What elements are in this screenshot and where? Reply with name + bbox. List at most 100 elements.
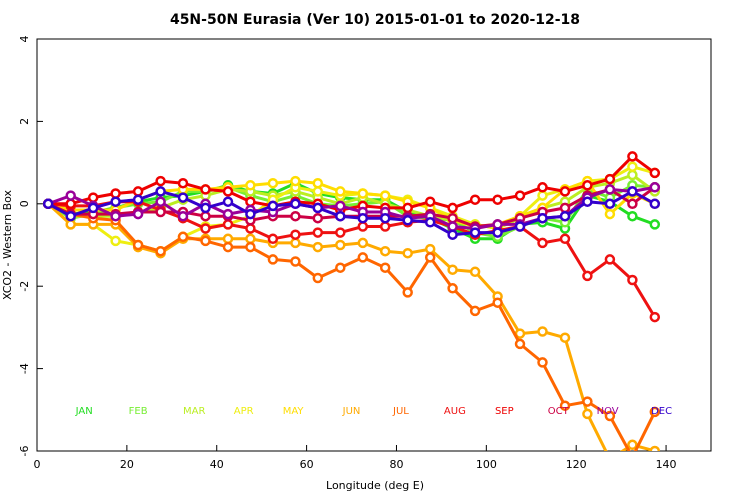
- data-point: [290, 237, 301, 249]
- data-point: [177, 177, 189, 189]
- data-point: [222, 241, 234, 253]
- data-point: [379, 245, 391, 257]
- data-point: [628, 453, 636, 461]
- data-point: [649, 311, 661, 323]
- data-point: [155, 206, 166, 218]
- data-point: [132, 239, 144, 251]
- x-axis-ticks: 0 20 40 60 80 100 120 140: [34, 445, 677, 471]
- data-point: [245, 233, 256, 245]
- data-point: [379, 190, 391, 201]
- data-point: [335, 227, 346, 238]
- legend-item-mar: MAR: [183, 406, 205, 417]
- legend-item-feb: FEB: [129, 406, 148, 417]
- data-point: [65, 210, 76, 222]
- data-point: [312, 241, 324, 253]
- data-point: [200, 184, 211, 195]
- data-point: [447, 221, 458, 232]
- data-point: [492, 194, 503, 205]
- data-point: [559, 233, 571, 245]
- data-point: [267, 200, 279, 212]
- data-point: [402, 215, 413, 226]
- data-point: [469, 305, 481, 317]
- data-point: [649, 167, 661, 179]
- series-jun: [42, 198, 661, 463]
- data-point: [379, 262, 391, 273]
- data-point: [559, 202, 571, 214]
- data-point: [290, 198, 301, 210]
- data-point: [312, 177, 324, 189]
- x-tick-label: 120: [566, 458, 587, 471]
- data-point: [290, 210, 301, 222]
- data-point: [537, 190, 548, 201]
- data-point: [379, 221, 391, 232]
- series-line-aug: [48, 200, 657, 318]
- data-point: [447, 264, 458, 275]
- plot-border: [36, 38, 712, 452]
- data-point: [335, 186, 346, 197]
- legend: JAN FEB MAR APR MAY JUN JUL AUG SEP OCT NOV DEC: [75, 406, 672, 417]
- data-point: [402, 202, 413, 214]
- data-point: [537, 182, 548, 193]
- data-point: [604, 184, 616, 195]
- x-axis-label: Longitude (deg E): [326, 479, 424, 492]
- data-point: [87, 192, 99, 203]
- data-point: [222, 219, 234, 230]
- data-point: [222, 186, 234, 197]
- data-point: [559, 210, 571, 222]
- data-point: [110, 196, 121, 207]
- series-group: [42, 151, 661, 463]
- data-point: [447, 229, 458, 240]
- data-point: [177, 210, 189, 222]
- data-point: [604, 208, 616, 220]
- data-point: [649, 219, 661, 230]
- x-tick-label: 40: [210, 458, 224, 471]
- data-point: [492, 219, 503, 230]
- series-line-jul: [47, 202, 657, 451]
- y-tick-label: -6: [18, 446, 31, 457]
- data-point: [537, 357, 548, 368]
- data-point: [649, 182, 661, 193]
- data-point: [606, 455, 614, 463]
- data-point: [402, 287, 413, 298]
- data-point: [245, 241, 256, 253]
- data-point: [357, 252, 369, 263]
- x-tick-label: 140: [656, 458, 677, 471]
- data-point: [357, 212, 369, 224]
- legend-item-aug: AUG: [444, 406, 466, 417]
- data-point: [627, 274, 638, 286]
- data-point: [335, 262, 346, 273]
- series-dec: [42, 186, 661, 240]
- data-point: [357, 188, 369, 199]
- y-axis-label: XCO2 - Western Box: [1, 189, 14, 300]
- data-point: [155, 245, 166, 257]
- x-tick-label: 60: [300, 458, 314, 471]
- data-point: [649, 198, 661, 210]
- data-point: [537, 212, 548, 224]
- series-line-feb: [47, 183, 655, 239]
- y-tick-label: 2: [18, 118, 31, 125]
- data-point: [424, 243, 436, 255]
- data-point: [65, 190, 76, 201]
- data-point: [42, 198, 54, 210]
- data-point: [379, 212, 391, 224]
- data-point: [110, 188, 121, 199]
- series-line-mar: [47, 173, 656, 230]
- data-point: [312, 227, 324, 238]
- data-point: [447, 202, 458, 214]
- data-point: [492, 227, 503, 238]
- plot-area: [36, 38, 712, 452]
- legend-item-dec: DEC: [651, 406, 672, 417]
- data-point: [537, 237, 548, 249]
- data-point: [290, 175, 301, 187]
- series-line-jun: [47, 202, 656, 451]
- data-point: [200, 210, 211, 222]
- legend-item-sep: SEP: [495, 406, 514, 417]
- data-point: [110, 235, 121, 247]
- data-point: [627, 198, 638, 210]
- data-point: [200, 223, 211, 234]
- data-point: [65, 198, 76, 210]
- data-point: [222, 208, 234, 220]
- data-point: [447, 212, 458, 224]
- data-point: [155, 196, 166, 207]
